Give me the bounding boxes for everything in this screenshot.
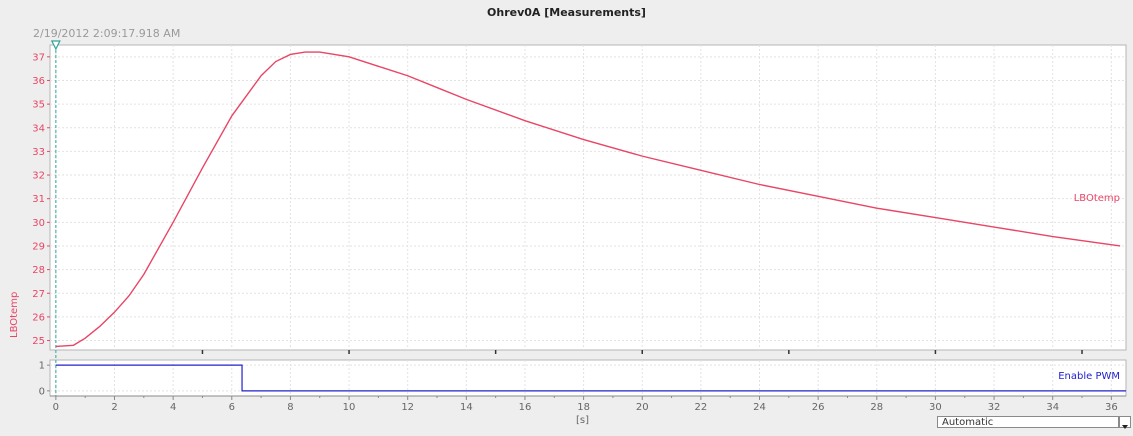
y-tick-label: 33 [32,147,45,158]
binary-plot-area [49,359,1127,397]
cursor-timestamp: 2/19/2012 2:09:17.918 AM [33,27,181,40]
y-tick-label: 25 [32,336,45,347]
x-tick-label: 22 [695,402,708,413]
x-tick-label: 28 [870,402,883,413]
y-tick-label: 36 [32,76,45,87]
y-tick-label: 34 [32,123,45,134]
y-tick-label: 35 [32,100,45,111]
cursor-marker-icon[interactable] [50,40,61,51]
x-tick-label: 6 [229,402,235,413]
y-tick-label: 27 [32,289,45,300]
x-axis-unit-label: [s] [576,415,590,426]
x-tick-label: 34 [1046,402,1059,413]
divider-ticks [201,350,1083,354]
x-tick-label: 0 [53,402,59,413]
x-tick-label: 14 [460,402,473,413]
chart-title: Ohrev0A [Measurements] [487,6,646,19]
x-tick-label: 20 [636,402,649,413]
analog-grid [50,45,1126,350]
legend-lbotemp: LBOtemp [1074,193,1120,204]
x-axis-ticks: 0 2 4 6 8 10 12 14 16 18 20 22 24 26 28 30 32 34 36 [53,396,1118,413]
x-tick-label: 18 [577,402,590,413]
x-tick-label: 12 [401,402,414,413]
analog-y-ticks: 25 26 27 28 29 30 31 32 33 34 35 36 37 [32,52,50,347]
x-tick-label: 16 [519,402,532,413]
x-tick-label: 24 [753,402,766,413]
legend-enable-pwm: Enable PWM [1058,371,1120,382]
series-lbotemp-line [55,51,1121,348]
y-tick-label: 28 [32,265,45,276]
chevron-down-icon [1122,425,1128,429]
analog-plot-area [49,44,1127,351]
x-tick-label: 30 [929,402,942,413]
x-tick-label: 8 [287,402,293,413]
y-tick-label: 30 [32,218,45,229]
y-tick-label: 1 [39,361,45,372]
x-tick-label: 32 [988,402,1001,413]
y-tick-label: 26 [32,312,45,323]
x-tick-label: 2 [111,402,117,413]
series-enable-pwm-line [55,364,1126,392]
x-tick-label: 4 [170,402,176,413]
y-axis-label: LBOtemp [9,292,20,338]
y-tick-label: 32 [32,171,45,182]
x-tick-label: 26 [812,402,825,413]
dropdown-button[interactable] [1119,416,1131,429]
binary-y-ticks: 01 [39,361,50,397]
y-tick-label: 31 [32,194,45,205]
y-tick-label: 29 [32,241,45,252]
x-tick-label: 10 [343,402,356,413]
y-tick-label: 37 [32,52,45,63]
y-tick-label: 0 [39,386,45,397]
x-tick-label: 36 [1105,402,1118,413]
time-mode-select[interactable]: Automatic [937,416,1119,428]
